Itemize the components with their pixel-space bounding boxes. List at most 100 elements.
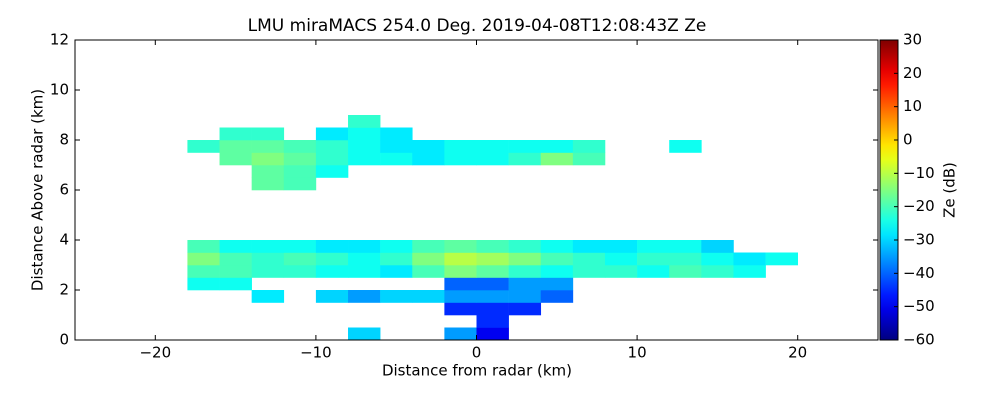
y-tick-label: 0 [59,331,69,349]
radar-cell [187,240,220,253]
radar-cell [540,290,574,303]
radar-cell [380,252,413,266]
y-tick-label: 8 [59,131,69,149]
radar-cell [444,327,477,341]
radar-cell [251,127,285,141]
radar-cell [251,265,285,278]
radar-cell [251,240,285,253]
radar-cell [412,252,445,266]
radar-cell [348,240,381,253]
colorbar-tick-label: 0 [903,131,913,149]
radar-cell [251,140,285,153]
radar-cell [476,140,509,153]
radar-cell [187,252,220,266]
radar-cell [219,152,252,166]
y-tick-label: 2 [59,281,69,299]
radar-cell [444,302,477,316]
radar-cell [380,140,413,153]
x-tick-label: 10 [628,344,647,362]
colorbar-label: Ze (dB) [941,162,959,218]
radar-cell [476,265,509,278]
radar-cell [251,177,285,191]
colorbar-tick-label: 20 [903,64,922,82]
radar-cell [380,265,413,278]
radar-cell [283,165,317,178]
radar-cell [251,165,285,178]
radar-cell [540,140,574,153]
radar-cell [508,277,542,291]
radar-cell [219,277,252,291]
radar-cell [348,140,381,153]
radar-cell [476,290,509,303]
radar-cell [380,127,413,141]
radar-cell [348,152,381,166]
radar-cell [476,240,509,253]
colorbar-tick-label: 30 [903,31,922,49]
radar-cell [508,240,542,253]
radar-cell [572,265,606,278]
radar-cell [540,240,574,253]
radar-cell [283,140,317,153]
radar-cell [315,152,349,166]
colorbar-tick-label: −50 [903,297,935,315]
radar-cell [315,240,349,253]
radar-cell [380,290,413,303]
radar-cell [572,140,606,153]
radar-cell [444,265,477,278]
radar-cell [348,265,381,278]
radar-cell [508,140,542,153]
radar-cell [444,252,477,266]
radar-cell [669,252,702,266]
radar-cell [508,152,542,166]
y-axis-label: Distance Above radar (km) [29,89,47,291]
radar-cell [476,277,509,291]
x-tick-label: 20 [788,344,807,362]
radar-cell [283,177,317,191]
radar-cell [572,252,606,266]
radar-cell [508,302,542,316]
radar-cell [476,315,509,328]
radar-cell [572,240,606,253]
radar-cell [219,240,252,253]
radar-cell [315,290,349,303]
radar-cell [348,327,381,341]
radar-cell [508,290,542,303]
radar-cell [315,127,349,141]
radar-cell [187,265,220,278]
y-tick-label: 12 [50,31,69,49]
radar-cell [444,240,477,253]
radar-cell [412,152,445,166]
radar-cell [315,140,349,153]
radar-cell [348,252,381,266]
radar-cell [348,115,381,128]
colorbar-tick-label: 10 [903,97,922,115]
radar-cell [476,152,509,166]
radar-cell [219,140,252,153]
x-axis-label: Distance from radar (km) [382,362,572,380]
radar-cell [604,252,638,266]
radar-cell [380,240,413,253]
y-tick-label: 10 [50,81,69,99]
radar-cell [219,265,252,278]
radar-cell [251,152,285,166]
radar-cell [637,252,670,266]
radar-cell [315,265,349,278]
radar-cell [444,140,477,153]
radar-cell [508,252,542,266]
radar-cell [540,252,574,266]
radar-cell [540,277,574,291]
x-tick-label: −20 [139,344,171,362]
radar-cell [701,252,734,266]
radar-cell [701,240,734,253]
radar-cell [476,302,509,316]
radar-cell [348,127,381,141]
radar-cell [219,127,252,141]
y-tick-label: 6 [59,181,69,199]
radar-cell [604,265,638,278]
radar-cell [444,277,477,291]
radar-cell [283,152,317,166]
radar-cell [380,152,413,166]
radar-cell [733,252,766,266]
